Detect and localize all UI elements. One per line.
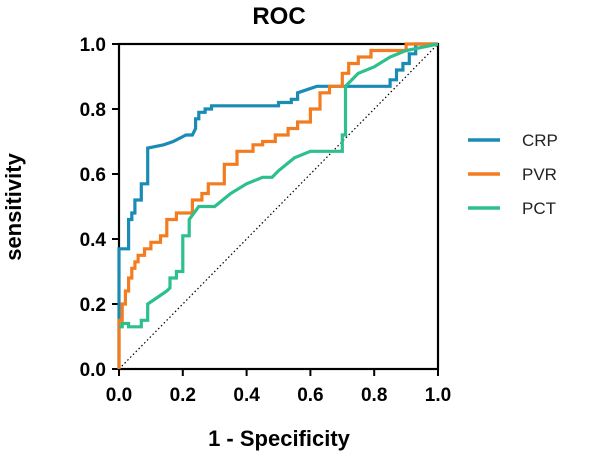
legend-label-pvr: PVR (522, 165, 557, 184)
chart-title: ROC (252, 3, 305, 30)
y-tick-label: 0.8 (80, 100, 106, 121)
x-tick-label: 0.0 (106, 385, 132, 406)
series-line-crp (117, 42, 438, 369)
x-tick-label: 0.2 (170, 385, 196, 406)
x-axis-label: 1 - Specificity (208, 426, 351, 451)
x-tick-label: 0.8 (361, 385, 387, 406)
y-tick-label: 1.0 (80, 35, 106, 56)
x-tick-label: 0.6 (297, 385, 323, 406)
series-line-pvr (117, 42, 438, 369)
y-axis-label: sensitivity (1, 152, 26, 260)
legend: CRP PVR PCT (468, 131, 558, 218)
legend-label-crp: CRP (522, 131, 558, 150)
y-tick-label: 0.6 (80, 165, 106, 186)
reference-diagonal-line (118, 43, 439, 370)
plot-area: 0.0 0.2 0.4 0.6 0.8 1.0 0.0 0.2 0.4 0.6 0.8 1.0 (80, 35, 452, 406)
legend-label-pct: PCT (522, 199, 556, 218)
y-tick-label: 0.2 (80, 295, 106, 316)
plot-frame (117, 42, 440, 371)
x-tick-label: 1.0 (425, 385, 451, 406)
x-tick-label: 0.4 (233, 385, 260, 406)
y-tick-label: 0.0 (80, 360, 106, 381)
y-tick-label: 0.4 (80, 230, 107, 251)
series-line-pct (119, 42, 439, 329)
